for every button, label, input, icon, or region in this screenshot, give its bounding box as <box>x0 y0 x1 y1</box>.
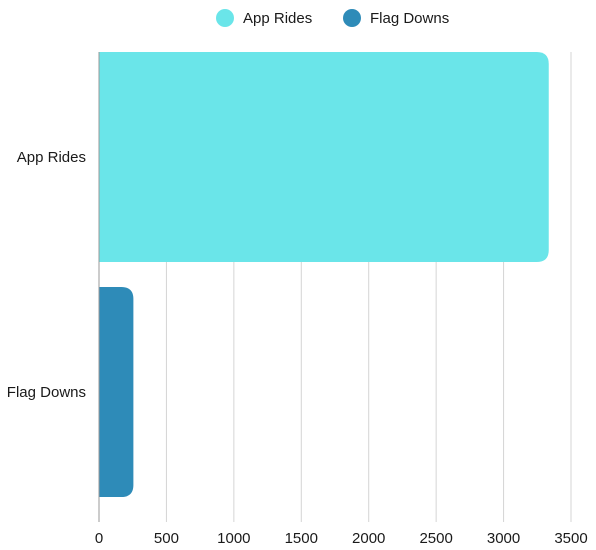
y-axis-category-labels: App Rides Flag Downs <box>7 149 86 401</box>
category-label-app-rides: App Rides <box>17 149 86 166</box>
legend-swatch-app-rides <box>216 9 234 27</box>
bar-app-rides <box>99 52 549 262</box>
x-tick-label-0: 0 <box>95 530 103 547</box>
x-axis-tick-labels: 0 500 1000 1500 2000 2500 3000 3500 <box>95 530 588 547</box>
chart-legend: App Rides Flag Downs <box>216 9 449 27</box>
x-tick-label-1500: 1500 <box>285 530 318 547</box>
x-tick-label-2000: 2000 <box>352 530 385 547</box>
legend-label-flag-downs: Flag Downs <box>370 10 449 27</box>
x-tick-label-1000: 1000 <box>217 530 250 547</box>
legend-swatch-flag-downs <box>343 9 361 27</box>
legend-label-app-rides: App Rides <box>243 10 312 27</box>
x-tick-label-2500: 2500 <box>419 530 452 547</box>
bars <box>99 52 549 497</box>
x-tick-label-3000: 3000 <box>487 530 520 547</box>
x-tick-label-3500: 3500 <box>554 530 587 547</box>
bar-flag-downs <box>99 287 134 497</box>
category-label-flag-downs: Flag Downs <box>7 384 86 401</box>
x-tick-label-500: 500 <box>154 530 179 547</box>
